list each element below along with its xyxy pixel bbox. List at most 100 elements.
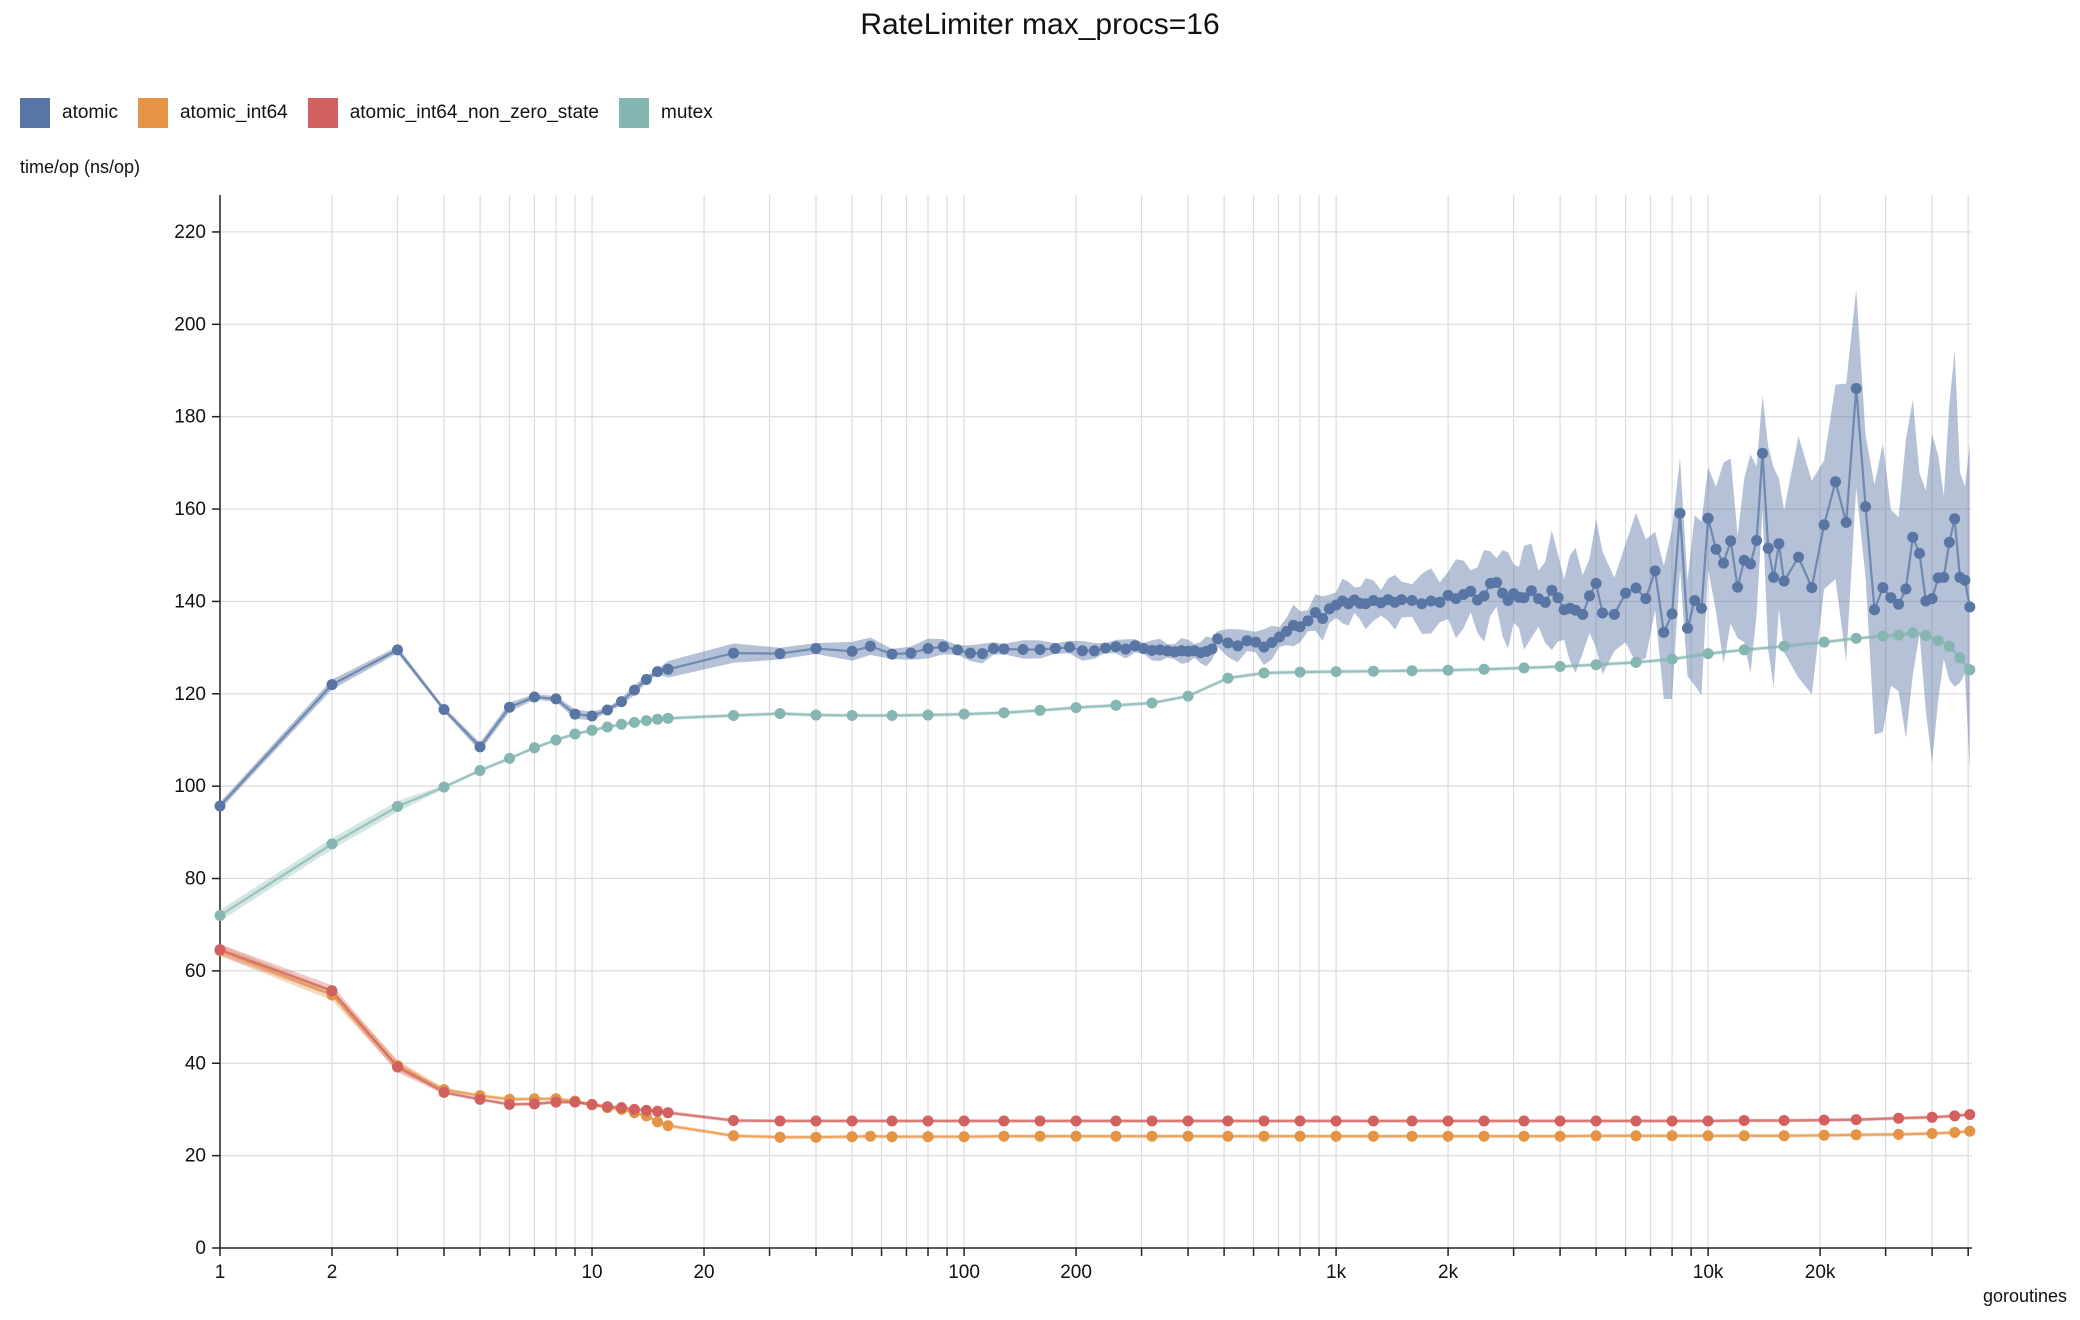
data-point-atomic — [1718, 557, 1729, 569]
data-point-atomic-int64 — [1738, 1130, 1750, 1142]
data-point-atomic — [1212, 633, 1223, 645]
data-point-atomic — [1696, 602, 1707, 614]
data-point-atomic-int64 — [1702, 1130, 1714, 1142]
data-point-atomic — [1893, 598, 1905, 610]
legend-label-atomic: atomic — [62, 102, 118, 123]
data-point-mutex — [922, 709, 934, 721]
data-point-atomic-int64-non-zero-state — [728, 1115, 739, 1126]
legend-swatch-atomic — [20, 98, 50, 128]
data-point-mutex — [1932, 635, 1944, 647]
data-point-atomic-int64 — [1554, 1130, 1566, 1142]
data-point-atomic-int64 — [1182, 1130, 1194, 1142]
data-point-atomic — [1416, 598, 1428, 610]
data-point-atomic-int64-non-zero-state — [1630, 1115, 1642, 1127]
data-point-mutex — [438, 781, 450, 793]
data-point-atomic-int64-non-zero-state — [886, 1115, 898, 1127]
x-tick-label: 1k — [1326, 1262, 1347, 1283]
data-point-atomic — [1232, 640, 1244, 652]
data-point-atomic-int64 — [1949, 1127, 1961, 1138]
data-point-atomic — [1590, 577, 1602, 589]
data-point-mutex — [886, 710, 898, 721]
data-point-mutex — [1034, 704, 1046, 716]
y-tick-label: 180 — [174, 407, 206, 428]
data-point-atomic — [1206, 643, 1218, 655]
data-point-atomic — [1762, 542, 1774, 554]
data-point-atomic-int64 — [662, 1120, 674, 1132]
y-tick-label: 20 — [185, 1146, 206, 1167]
data-point-atomic — [1088, 645, 1100, 657]
data-point-atomic — [846, 645, 858, 657]
data-point-atomic — [988, 643, 999, 654]
data-point-atomic — [1914, 547, 1925, 559]
data-point-atomic — [1146, 644, 1158, 656]
data-point-atomic — [1465, 585, 1477, 597]
data-point-mutex — [1738, 644, 1750, 656]
data-point-atomic — [1546, 584, 1558, 596]
data-point-mutex — [1964, 664, 1976, 676]
data-point-atomic-int64 — [886, 1131, 898, 1143]
data-point-atomic — [1877, 582, 1889, 594]
data-point-mutex — [1442, 664, 1454, 676]
data-point-atomic-int64 — [728, 1130, 739, 1142]
data-point-atomic — [628, 684, 640, 696]
data-point-atomic — [1830, 476, 1841, 488]
data-point-mutex — [1666, 653, 1678, 665]
data-point-atomic — [1674, 507, 1686, 519]
data-point-atomic-int64 — [1367, 1130, 1379, 1142]
data-point-atomic-int64-non-zero-state — [601, 1101, 613, 1113]
data-point-atomic — [1518, 592, 1530, 604]
data-point-atomic-int64-non-zero-state — [922, 1115, 934, 1127]
legend-item-mutex[interactable]: mutex — [619, 98, 713, 128]
data-point-atomic — [1949, 513, 1961, 525]
data-point-mutex — [1590, 659, 1602, 671]
legend-swatch-atomic-int64-non-zero-state — [307, 98, 338, 128]
data-point-atomic-int64-non-zero-state — [326, 985, 338, 997]
data-point-atomic-int64-non-zero-state — [1850, 1114, 1862, 1126]
data-point-mutex — [1877, 630, 1889, 642]
data-point-atomic-int64 — [1964, 1125, 1976, 1137]
data-point-mutex — [662, 712, 674, 724]
data-point-mutex — [846, 710, 858, 721]
data-point-atomic-int64-non-zero-state — [774, 1115, 786, 1127]
data-point-atomic — [1478, 590, 1490, 602]
data-point-atomic-int64-non-zero-state — [1518, 1115, 1530, 1127]
data-point-mutex — [1258, 667, 1270, 679]
data-point-atomic — [474, 741, 486, 753]
legend-item-atomic-int64-non-zero-state[interactable]: atomic_int64_non_zero_state — [307, 98, 599, 128]
x-tick-label: 10k — [1693, 1262, 1724, 1283]
data-point-mutex — [214, 910, 226, 921]
data-point-mutex — [1330, 666, 1342, 678]
data-point-atomic — [1630, 582, 1642, 594]
data-point-atomic-int64 — [1070, 1130, 1082, 1142]
data-point-atomic — [1241, 635, 1253, 647]
data-point-atomic — [952, 644, 963, 656]
legend-item-atomic[interactable]: atomic — [20, 98, 118, 128]
y-tick-label: 200 — [174, 314, 206, 335]
grid — [219, 195, 1972, 1248]
series-points — [214, 383, 1976, 1143]
data-point-atomic-int64-non-zero-state — [640, 1104, 652, 1116]
data-point-atomic-int64 — [1146, 1130, 1158, 1142]
data-point-atomic — [1222, 637, 1234, 649]
data-point-mutex — [550, 734, 562, 746]
data-point-atomic — [1938, 571, 1950, 583]
y-tick-label: 120 — [174, 684, 206, 705]
data-point-mutex — [1070, 702, 1082, 714]
data-point-atomic-int64-non-zero-state — [1146, 1115, 1158, 1127]
data-point-atomic — [1745, 558, 1756, 570]
data-point-atomic — [1640, 593, 1652, 605]
data-point-atomic — [1710, 543, 1722, 555]
data-point-mutex — [1110, 699, 1122, 711]
y-tick-label: 40 — [185, 1053, 206, 1074]
data-point-atomic-int64-non-zero-state — [438, 1086, 450, 1098]
data-point-atomic — [550, 693, 562, 705]
data-point-atomic-int64 — [1630, 1130, 1642, 1142]
data-point-atomic — [1773, 538, 1785, 550]
data-point-mutex — [326, 838, 338, 850]
legend-item-atomic-int64[interactable]: atomic_int64 — [137, 98, 288, 128]
data-point-mutex — [601, 721, 613, 733]
data-point-atomic-int64-non-zero-state — [1222, 1115, 1234, 1127]
data-point-atomic-int64-non-zero-state — [392, 1061, 403, 1073]
data-point-atomic-int64 — [958, 1131, 970, 1143]
